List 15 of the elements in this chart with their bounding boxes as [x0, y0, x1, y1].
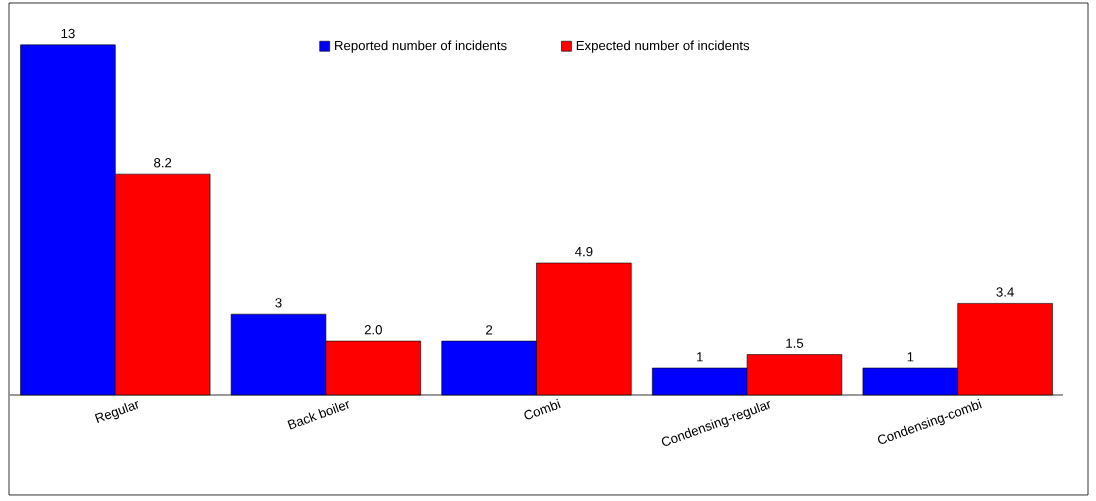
- data-label: 3.4: [996, 287, 1014, 297]
- x-tick-label: Back boiler: [287, 401, 349, 430]
- x-tick-label: Regular: [94, 401, 139, 423]
- data-label: 3: [275, 298, 282, 308]
- data-label: 1: [697, 352, 703, 362]
- x-tick-label: Combi: [524, 398, 561, 420]
- data-label: 13: [61, 28, 75, 39]
- data-label: 8.2: [154, 158, 172, 168]
- data-label: 2.0: [364, 325, 382, 335]
- data-label: 2: [486, 325, 493, 335]
- legend-label: Expected number of incidents: [576, 40, 750, 53]
- data-label: 1.5: [786, 338, 804, 348]
- data-label: 1: [907, 352, 914, 362]
- data-label: 4.9: [575, 246, 593, 257]
- legend-label: Reported number of incidents: [335, 40, 507, 53]
